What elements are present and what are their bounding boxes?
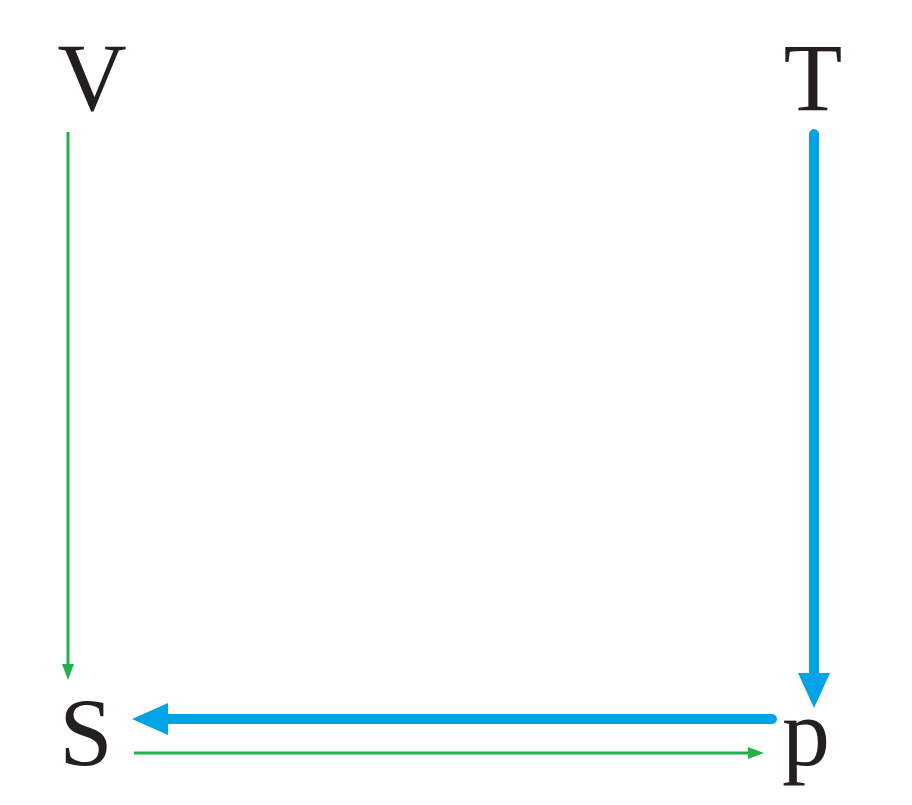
- edge-t-to-p-arrowhead: [798, 673, 830, 708]
- edge-v-to-s: [62, 132, 74, 680]
- node-t-label: T: [784, 24, 843, 131]
- edge-s-to-p-arrowhead: [748, 747, 764, 759]
- edge-s-to-p: [134, 747, 764, 759]
- edge-t-to-p: [798, 129, 830, 708]
- node-s-label: S: [59, 679, 112, 786]
- edge-v-to-s-arrowhead: [62, 664, 74, 680]
- edge-p-to-s: [132, 703, 777, 735]
- node-p-label: p: [782, 679, 830, 786]
- node-v-label: V: [57, 24, 126, 131]
- edge-p-to-s-arrowhead: [132, 703, 168, 735]
